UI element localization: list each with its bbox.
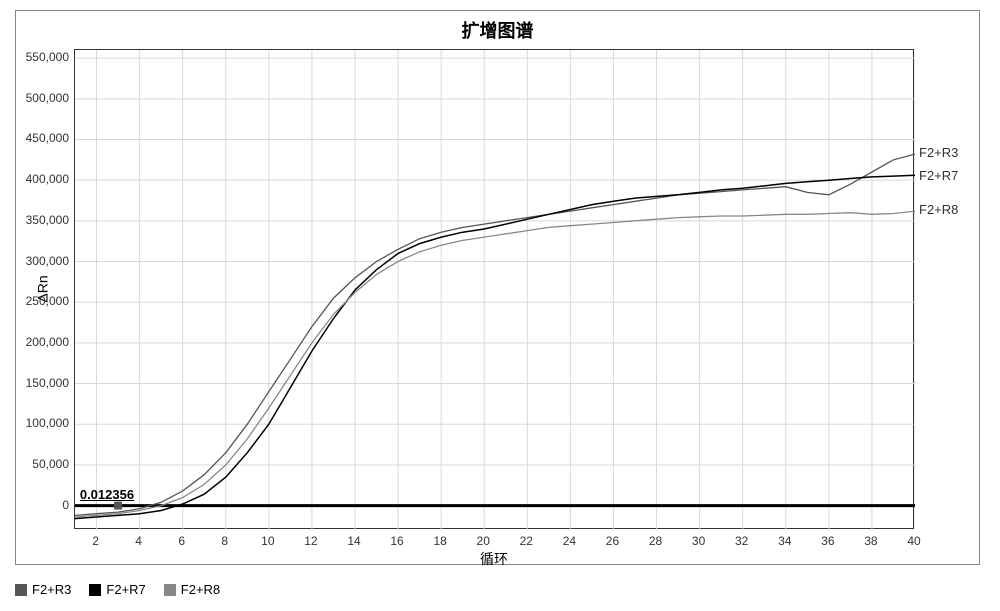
legend-label: F2+R7 — [106, 582, 145, 597]
x-tick: 22 — [520, 534, 533, 548]
x-tick: 18 — [433, 534, 446, 548]
y-tick: 350,000 — [9, 213, 69, 227]
legend-label: F2+R8 — [181, 582, 220, 597]
x-tick: 16 — [390, 534, 403, 548]
y-tick: 0 — [9, 498, 69, 512]
series-label-F2+R3: F2+R3 — [919, 145, 958, 160]
y-tick: 550,000 — [9, 50, 69, 64]
x-tick: 10 — [261, 534, 274, 548]
y-tick: 300,000 — [9, 254, 69, 268]
x-tick: 30 — [692, 534, 705, 548]
y-tick: 50,000 — [9, 457, 69, 471]
plot-curves — [75, 50, 915, 530]
series-label-F2+R8: F2+R8 — [919, 202, 958, 217]
y-tick: 150,000 — [9, 376, 69, 390]
y-tick: 450,000 — [9, 131, 69, 145]
chart-title: 扩增图谱 — [16, 11, 979, 45]
legend-swatch — [164, 584, 176, 596]
y-tick: 200,000 — [9, 335, 69, 349]
x-tick: 14 — [347, 534, 360, 548]
x-axis-label: 循环 — [480, 549, 508, 569]
x-tick: 28 — [649, 534, 662, 548]
legend-item: F2+R7 — [89, 582, 145, 597]
plot-grid — [75, 50, 915, 530]
x-tick: 38 — [864, 534, 877, 548]
plot-area — [74, 49, 914, 529]
x-tick: 4 — [135, 534, 142, 548]
x-tick: 8 — [221, 534, 228, 548]
y-tick: 100,000 — [9, 416, 69, 430]
x-tick: 32 — [735, 534, 748, 548]
legend-item: F2+R8 — [164, 582, 220, 597]
x-tick: 24 — [563, 534, 576, 548]
x-tick: 6 — [178, 534, 185, 548]
x-tick: 20 — [477, 534, 490, 548]
legend: F2+R3 F2+R7 F2+R8 — [15, 582, 220, 597]
legend-item: F2+R3 — [15, 582, 71, 597]
x-tick: 40 — [907, 534, 920, 548]
y-tick: 400,000 — [9, 172, 69, 186]
x-tick: 12 — [304, 534, 317, 548]
threshold-marker — [75, 50, 915, 530]
x-tick: 36 — [821, 534, 834, 548]
series-label-F2+R7: F2+R7 — [919, 168, 958, 183]
x-tick: 2 — [92, 534, 99, 548]
y-tick: 250,000 — [9, 294, 69, 308]
chart-container: 扩增图谱 ΔRn 循环 0.012356 050,000100,000150,0… — [15, 10, 980, 565]
x-tick: 26 — [606, 534, 619, 548]
legend-label: F2+R3 — [32, 582, 71, 597]
plot-wrapper: ΔRn 循环 0.012356 050,000100,000150,000200… — [74, 49, 914, 529]
threshold-label: 0.012356 — [80, 487, 134, 502]
y-tick: 500,000 — [9, 91, 69, 105]
legend-swatch — [89, 584, 101, 596]
legend-swatch — [15, 584, 27, 596]
x-tick: 34 — [778, 534, 791, 548]
